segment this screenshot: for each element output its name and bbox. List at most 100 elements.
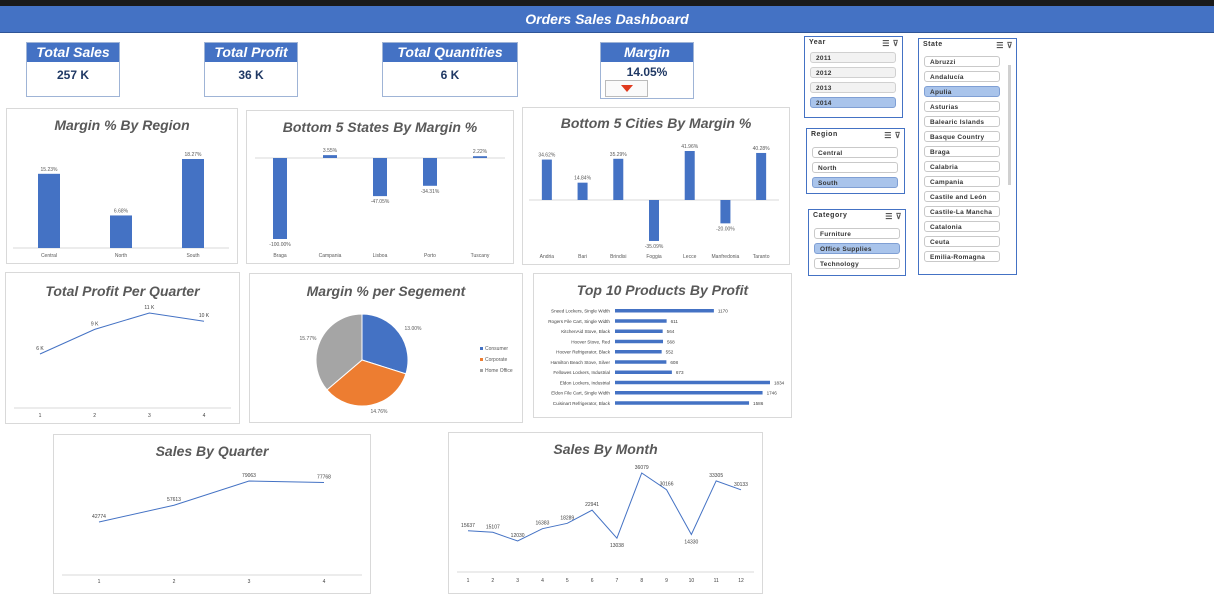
data-label: -20.00%	[716, 226, 735, 232]
chart-top-products: Sneed Lockers, Single Width 1170 Rogers Fi…	[548, 309, 784, 406]
slicer-header: State ☰ ⊽	[919, 39, 1016, 53]
slicer-item[interactable]: 2012	[810, 67, 896, 78]
tick-label: Bari	[578, 254, 587, 260]
slicer-item[interactable]: Apulia	[924, 86, 1000, 97]
data-label: 13.00%	[405, 326, 423, 332]
data-label: 41.96%	[681, 144, 699, 150]
tick-label: 4	[203, 413, 206, 419]
slicer-item[interactable]: 2011	[810, 52, 896, 63]
slicer-item[interactable]: Technology	[814, 258, 900, 269]
kpi-label: Margin	[601, 43, 693, 62]
clear-filter-icon[interactable]: ⊽	[892, 39, 899, 48]
pie-slice	[361, 313, 409, 375]
clear-filter-icon[interactable]: ⊽	[895, 212, 902, 221]
chart-title: Top 10 Products By Profit	[576, 282, 749, 298]
kpi-value: 6 K	[440, 68, 460, 82]
category-label: Fellowes Lockers, Industrial	[553, 370, 610, 375]
panel-sales-month: Sales By Month 15637 1 15107 2 12030 3 16383 4 1…	[448, 432, 763, 594]
data-label: 6 K	[36, 346, 44, 352]
data-label: 10 K	[199, 313, 210, 319]
slicer-item[interactable]: Central	[812, 147, 898, 158]
data-label: 57613	[167, 497, 181, 503]
chart-title: Total Profit Per Quarter	[45, 283, 200, 299]
tick-label: Manfredonia	[712, 254, 740, 260]
bar	[615, 391, 763, 395]
bar	[273, 158, 287, 239]
data-label: 36079	[635, 465, 649, 471]
multi-select-icon[interactable]: ☰	[882, 39, 890, 48]
slicer-item[interactable]: Emilia-Romagna	[924, 251, 1000, 262]
clear-filter-icon[interactable]: ⊽	[894, 131, 901, 140]
clear-filter-icon[interactable]: ⊽	[1006, 41, 1013, 50]
slicer-item[interactable]: 2013	[810, 82, 896, 93]
slicer-item[interactable]: Balearic Islands	[924, 116, 1000, 127]
panel-margin-region: Margin % By Region 15.23% Central 6.68% Nor…	[6, 108, 238, 264]
tick-label: Central	[41, 253, 57, 259]
slicer-year: Year ☰ ⊽ 2011 2012 2013 2014	[804, 36, 903, 118]
slicer-item[interactable]: Basque Country	[924, 131, 1000, 142]
slicer-item[interactable]: Asturias	[924, 101, 1000, 112]
slicer-scrollbar[interactable]	[1008, 65, 1011, 185]
data-label: 12030	[511, 533, 525, 539]
tick-label: Foggia	[646, 254, 662, 260]
legend-label: Consumer	[485, 346, 508, 352]
slicer-item[interactable]: Abruzzi	[924, 56, 1000, 67]
multi-select-icon[interactable]: ☰	[996, 41, 1004, 50]
bar	[323, 155, 337, 158]
category-label: Hamilton Beach Stove, Silver	[551, 360, 611, 365]
chart-title: Margin % per Segement	[306, 283, 466, 299]
bar	[373, 158, 387, 197]
data-label: -35.09%	[645, 244, 664, 250]
bar	[110, 215, 132, 248]
bar	[615, 309, 714, 313]
slicer-title: Year	[809, 39, 826, 46]
slicer-header: Category ☰ ⊽	[809, 210, 905, 224]
slicer-item[interactable]: Andalucía	[924, 71, 1000, 82]
slicer-item[interactable]: Braga	[924, 146, 1000, 157]
bar	[613, 158, 624, 200]
slicer-item[interactable]: Calabria	[924, 161, 1000, 172]
slicer-item[interactable]: Furniture	[814, 228, 900, 239]
tick-label: 10	[689, 578, 695, 584]
slicer-item[interactable]: South	[812, 177, 898, 188]
slicer-item[interactable]: North	[812, 162, 898, 173]
tick-label: 8	[640, 578, 643, 584]
slicer-item[interactable]: Ceuta	[924, 236, 1000, 247]
tick-label: 1	[467, 578, 470, 584]
kpi-value: 14.05%	[626, 65, 668, 79]
slicer-item[interactable]: Office Supplies	[814, 243, 900, 254]
tick-label: Lecce	[683, 254, 697, 260]
kpi-label: Total Sales	[27, 43, 119, 62]
slicer-item[interactable]: Catalonia	[924, 221, 1000, 232]
data-label: 40.28%	[753, 146, 771, 152]
slicer-item[interactable]: 2014	[810, 97, 896, 108]
pie-slice	[315, 313, 363, 391]
data-label: 3.55%	[323, 148, 338, 154]
tick-label: 3	[516, 578, 519, 584]
slicer-item[interactable]: Campania	[924, 176, 1000, 187]
bar	[577, 182, 588, 200]
series-line	[98, 480, 325, 523]
multi-select-icon[interactable]: ☰	[885, 212, 893, 221]
bar	[756, 152, 767, 200]
multi-select-icon[interactable]: ☰	[884, 131, 892, 140]
panel-bottom-cities: Bottom 5 Cities By Margin % 34.62% Andria…	[522, 107, 790, 265]
slicer-item[interactable]: Castile and León	[924, 191, 1000, 202]
category-label: Cuisinart Refrigerator, Black	[553, 401, 611, 406]
tick-label: 7	[616, 578, 619, 584]
category-label: Sneed Lockers, Single Width	[551, 309, 610, 314]
data-label: 9 K	[91, 321, 99, 327]
data-label: -47.05%	[371, 199, 390, 205]
data-label: 33305	[709, 473, 723, 479]
data-label: 22941	[585, 502, 599, 508]
bar	[615, 380, 770, 385]
tick-label: North	[115, 253, 127, 259]
legend-label: Corporate	[485, 357, 507, 363]
slicer-item[interactable]: Castile-La Mancha	[924, 206, 1000, 217]
data-label: 30166	[660, 482, 674, 488]
tick-label: Andria	[540, 254, 555, 260]
data-label: 6.68%	[114, 208, 129, 214]
data-label: 14330	[684, 539, 698, 545]
chart-margin-by-region: 15.23% Central 6.68% North 18.27% South	[13, 152, 229, 259]
series-line	[39, 312, 205, 355]
